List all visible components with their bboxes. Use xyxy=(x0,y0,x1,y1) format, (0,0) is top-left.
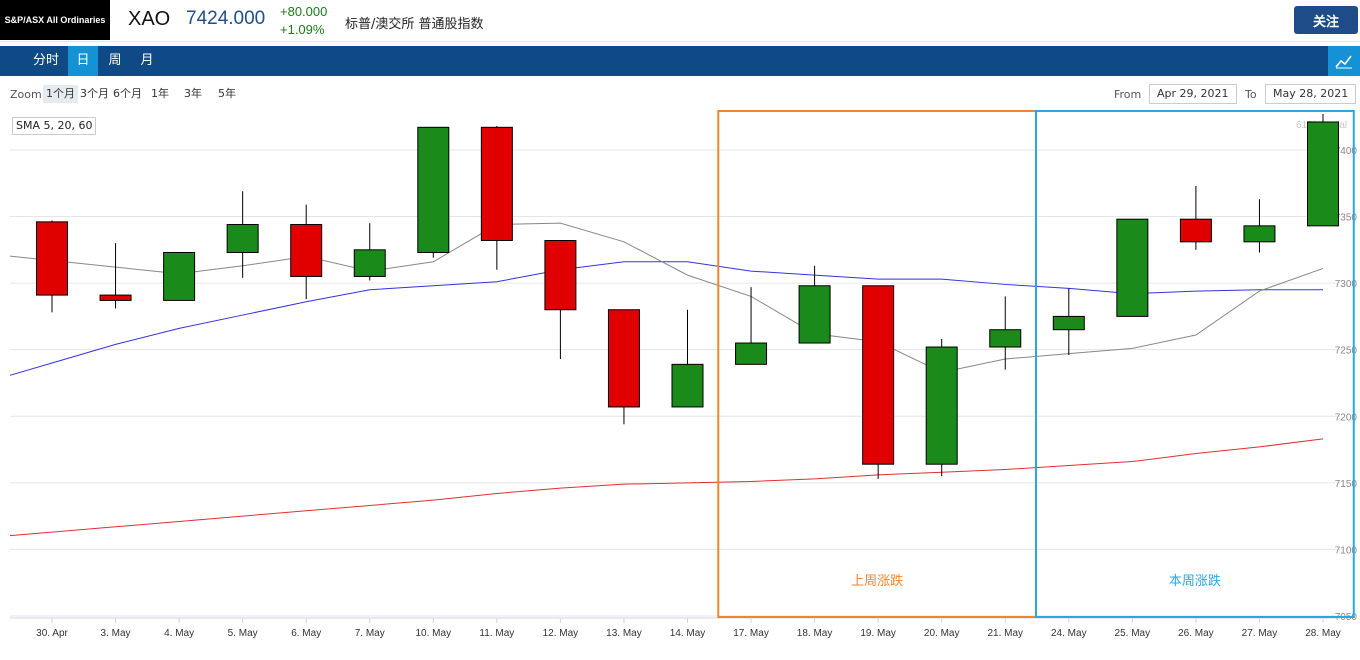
zoom-1m-button[interactable]: 1个月 xyxy=(43,85,78,103)
sma60-line xyxy=(9,438,1324,537)
zoom-controls: Zoom 1个月 3个月 6个月 1年 3年 5年 From Apr 29, 2… xyxy=(0,84,1360,106)
sma20-line xyxy=(9,261,1323,376)
candle-body xyxy=(353,249,386,277)
zoom-3m-button[interactable]: 3个月 xyxy=(80,87,109,100)
candle-body xyxy=(226,224,259,253)
indicator-label: SMA 5, 20, 60 xyxy=(12,117,97,135)
tab-monthly[interactable]: 月 xyxy=(140,53,154,68)
annotation-label: 上周涨跌 xyxy=(851,573,903,589)
x-tick-label: 6. May xyxy=(291,628,321,639)
y-tick-label: 7100 xyxy=(1335,545,1358,556)
x-tick-label: 17. May xyxy=(733,628,769,639)
candle-body xyxy=(163,251,196,301)
sma5-line xyxy=(9,222,1324,373)
y-tick-label: 7300 xyxy=(1335,279,1358,290)
candle-body xyxy=(1116,218,1149,317)
x-tick-label: 10. May xyxy=(416,628,452,639)
annotation-label: 本周涨跌 xyxy=(1169,573,1221,589)
change-percent: +1.09% xyxy=(280,22,325,37)
x-tick-label: 27. May xyxy=(1242,628,1278,639)
tab-weekly[interactable]: 周 xyxy=(108,53,122,68)
x-tick-label: 5. May xyxy=(228,628,258,639)
x-tick-label: 7. May xyxy=(355,628,385,639)
x-tick-label: 3. May xyxy=(101,628,131,639)
candle-body xyxy=(989,329,1022,348)
tab-daily[interactable]: 日 xyxy=(68,46,98,76)
from-label: From xyxy=(1114,88,1142,101)
zoom-6m-button[interactable]: 6个月 xyxy=(113,87,142,100)
to-label: To xyxy=(1245,88,1257,101)
candle-body xyxy=(1179,218,1212,243)
x-tick-label: 25. May xyxy=(1115,628,1151,639)
candle-body xyxy=(862,285,895,465)
period-tab-bar: 分时 日 周 月 xyxy=(0,46,1360,76)
quote-header: S&P/ASX All Ordinaries XAO 7424.000 +80.… xyxy=(0,0,1360,42)
candle-body xyxy=(1243,225,1276,243)
this-week-box xyxy=(1035,110,1355,618)
candle-body xyxy=(99,294,132,301)
x-tick-label: 18. May xyxy=(797,628,833,639)
candle-body xyxy=(290,224,323,277)
x-tick-label: 30. Apr xyxy=(36,628,68,639)
candle-body xyxy=(1052,315,1085,331)
symbol-ticker: XAO xyxy=(128,8,171,30)
x-tick-label: 14. May xyxy=(670,628,706,639)
candle-body xyxy=(607,309,640,408)
x-tick-label: 12. May xyxy=(543,628,579,639)
candle-body xyxy=(925,346,958,465)
x-tick-label: 11. May xyxy=(479,628,514,639)
zoom-label: Zoom xyxy=(10,88,42,101)
change-absolute: +80.000 xyxy=(280,4,328,19)
candle-body xyxy=(480,126,513,241)
line-chart-icon xyxy=(1335,55,1352,69)
chart-type-button[interactable] xyxy=(1328,46,1360,76)
candle-body xyxy=(544,239,577,311)
x-tick-label: 28. May xyxy=(1305,628,1341,639)
x-tick-label: 20. May xyxy=(924,628,960,639)
candle-body xyxy=(36,221,68,296)
from-date-input[interactable]: Apr 29, 2021 xyxy=(1149,84,1237,104)
index-description: 标普/澳交所 普通股指数 xyxy=(345,17,484,32)
x-tick-label: 26. May xyxy=(1178,628,1214,639)
candle-body xyxy=(1307,121,1339,227)
y-tick-label: 7400 xyxy=(1335,146,1358,157)
candle-body xyxy=(798,285,831,344)
tab-intraday[interactable]: 分时 xyxy=(32,53,59,68)
to-date-input[interactable]: May 28, 2021 xyxy=(1265,84,1357,104)
x-tick-label: 19. May xyxy=(860,628,896,639)
follow-button[interactable]: 关注 xyxy=(1294,6,1358,34)
index-logo: S&P/ASX All Ordinaries xyxy=(0,0,110,40)
candle-body xyxy=(671,363,704,408)
last-price: 7424.000 xyxy=(186,8,266,29)
x-tick-label: 24. May xyxy=(1051,628,1087,639)
candle-body xyxy=(417,126,450,253)
x-tick-label: 21. May xyxy=(987,628,1023,639)
x-tick-label: 4. May xyxy=(164,628,194,639)
zoom-5y-button[interactable]: 5年 xyxy=(218,87,236,100)
x-tick-label: 13. May xyxy=(606,628,642,639)
y-tick-label: 7350 xyxy=(1335,213,1358,224)
zoom-1y-button[interactable]: 1年 xyxy=(151,87,169,100)
zoom-3y-button[interactable]: 3年 xyxy=(184,87,202,100)
candle-body xyxy=(735,342,768,365)
y-tick-label: 7250 xyxy=(1335,346,1358,357)
y-tick-label: 7200 xyxy=(1335,412,1358,423)
y-tick-label: 7150 xyxy=(1335,479,1358,490)
